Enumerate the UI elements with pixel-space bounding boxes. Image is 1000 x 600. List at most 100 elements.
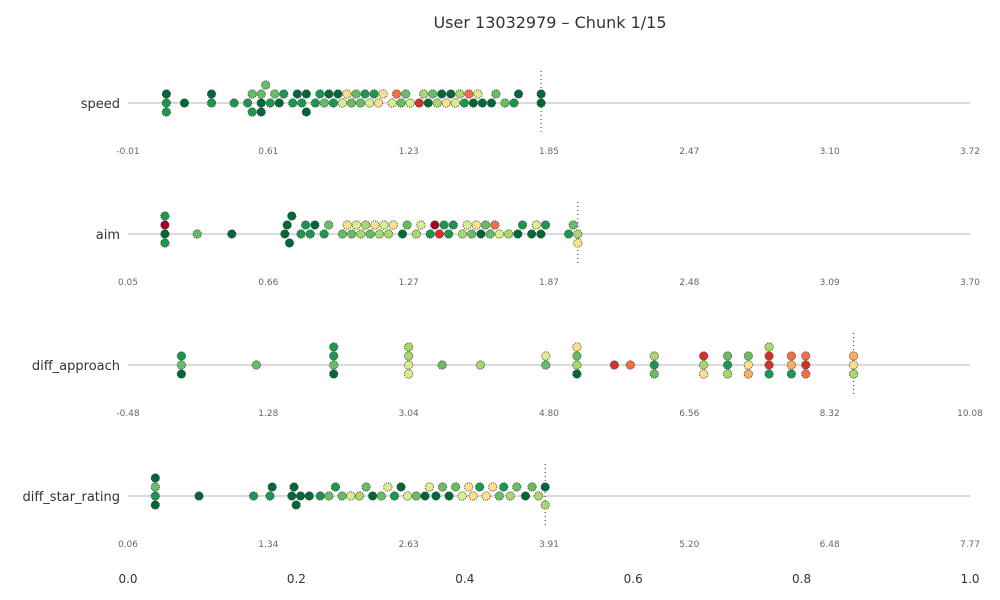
data-point xyxy=(387,98,397,108)
data-point xyxy=(305,229,315,239)
data-point xyxy=(342,89,352,99)
data-point xyxy=(280,229,290,239)
data-point xyxy=(296,229,306,239)
data-point xyxy=(527,229,537,239)
bottom-tick-label: 0.6 xyxy=(624,572,643,586)
data-point xyxy=(420,491,430,501)
data-point xyxy=(291,500,301,510)
data-point xyxy=(333,89,343,99)
data-point xyxy=(270,89,280,99)
data-point xyxy=(419,89,429,99)
data-point xyxy=(396,98,406,108)
data-point xyxy=(383,482,393,492)
data-point xyxy=(536,89,546,99)
data-point xyxy=(402,491,413,501)
data-point xyxy=(324,89,334,99)
bottom-tick-label: 1.0 xyxy=(960,572,979,586)
data-point xyxy=(476,229,486,239)
data-point xyxy=(160,238,170,248)
data-point xyxy=(319,98,329,108)
data-point xyxy=(428,89,438,99)
data-point xyxy=(848,369,859,379)
data-point xyxy=(471,220,481,230)
data-point xyxy=(161,107,171,117)
tick-label: 3.72 xyxy=(960,147,980,157)
tick-label: 3.09 xyxy=(820,278,840,288)
data-point xyxy=(536,229,546,239)
data-point xyxy=(568,220,578,230)
data-point xyxy=(505,491,515,501)
data-point xyxy=(396,482,406,492)
data-point xyxy=(480,220,491,230)
data-point xyxy=(416,220,426,230)
tick-label: 1.27 xyxy=(399,278,419,288)
data-point xyxy=(150,500,160,510)
data-point xyxy=(287,491,297,501)
data-point xyxy=(540,500,550,510)
data-point xyxy=(279,89,289,99)
data-point xyxy=(491,89,501,99)
data-point xyxy=(319,229,329,239)
data-point xyxy=(329,369,339,379)
data-point xyxy=(265,491,275,501)
data-point xyxy=(247,89,257,99)
data-point xyxy=(649,351,659,361)
data-point xyxy=(475,482,485,492)
data-point xyxy=(536,98,546,108)
data-point xyxy=(764,360,774,370)
data-point xyxy=(355,98,366,108)
data-point xyxy=(297,98,307,108)
data-point xyxy=(541,351,551,361)
tick-label: 10.08 xyxy=(957,409,983,419)
data-point xyxy=(370,220,380,230)
data-point xyxy=(468,491,478,501)
tick-label: 8.32 xyxy=(820,409,840,419)
data-point xyxy=(384,229,394,239)
data-point xyxy=(361,220,371,230)
tick-label: 4.80 xyxy=(539,409,559,419)
data-point xyxy=(517,220,528,230)
data-point xyxy=(404,369,414,379)
data-point xyxy=(401,89,411,99)
data-point xyxy=(743,360,753,370)
data-point xyxy=(513,229,523,239)
tick-label: 3.91 xyxy=(539,540,559,550)
row-label: aim xyxy=(96,228,120,243)
data-point xyxy=(351,220,361,230)
data-point xyxy=(462,220,472,230)
data-point xyxy=(451,482,461,492)
tick-label: -0.01 xyxy=(116,147,139,157)
data-point xyxy=(764,342,774,352)
data-point xyxy=(379,220,389,230)
data-point xyxy=(531,220,541,230)
data-point xyxy=(786,351,796,361)
data-point xyxy=(265,98,275,108)
data-point xyxy=(160,229,170,239)
data-point xyxy=(301,220,311,230)
data-point xyxy=(337,229,348,239)
data-point xyxy=(284,238,295,248)
data-point xyxy=(446,89,456,99)
data-point xyxy=(176,351,187,361)
tick-label: 5.20 xyxy=(679,540,699,550)
data-point xyxy=(572,342,582,352)
data-point xyxy=(455,89,465,99)
data-point xyxy=(457,491,467,501)
tick-label: -0.48 xyxy=(116,409,140,419)
data-point xyxy=(459,98,469,108)
tick-label: 6.56 xyxy=(679,409,699,419)
data-point xyxy=(649,369,659,379)
data-point xyxy=(324,220,334,230)
data-point xyxy=(292,89,302,99)
data-point xyxy=(354,491,365,501)
data-point xyxy=(540,220,551,230)
data-point xyxy=(356,229,366,239)
data-point xyxy=(764,351,774,361)
data-point xyxy=(388,220,398,230)
data-point xyxy=(365,229,375,239)
data-point xyxy=(346,98,357,108)
data-point xyxy=(437,482,448,492)
data-point xyxy=(378,89,388,99)
row-label: diff_approach xyxy=(32,359,120,374)
data-point xyxy=(450,98,460,108)
